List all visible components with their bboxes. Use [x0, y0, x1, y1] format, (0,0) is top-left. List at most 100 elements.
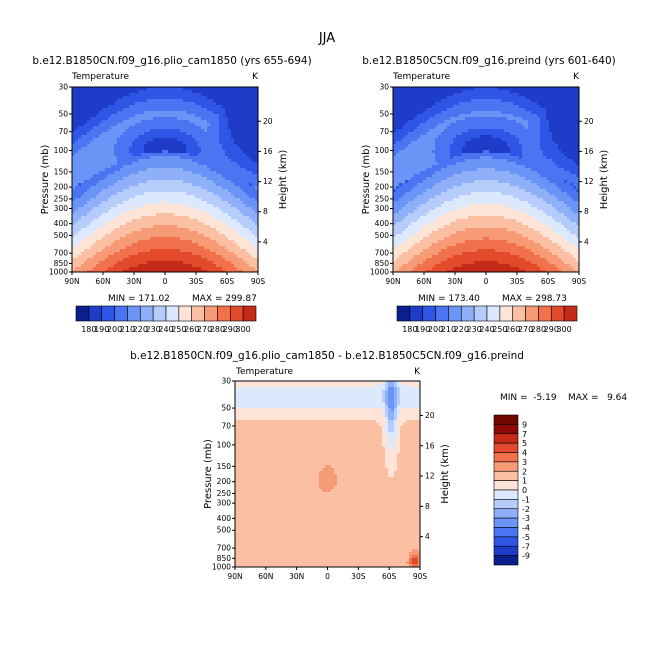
heatmap-cell [159, 159, 163, 163]
heatmap-cell [99, 156, 103, 160]
heatmap-cell [87, 150, 91, 154]
heatmap-cell [255, 156, 259, 160]
heatmap-cell [546, 96, 550, 100]
heatmap-cell [156, 153, 160, 157]
heatmap-cell [459, 129, 463, 133]
heatmap-cell [186, 114, 190, 118]
heatmap-cell [99, 141, 103, 145]
heatmap-cell [162, 96, 166, 100]
heatmap-cell [555, 129, 559, 133]
heatmap-cell [90, 147, 94, 151]
heatmap-cell [132, 177, 136, 181]
heatmap-cell [108, 135, 112, 139]
heatmap-cell [549, 96, 553, 100]
heatmap-cell [201, 207, 205, 211]
heatmap-cell [102, 165, 106, 169]
heatmap-cell [207, 174, 211, 178]
heatmap-cell [426, 87, 430, 91]
heatmap-cell [240, 144, 244, 148]
heatmap-cell [474, 111, 478, 115]
heatmap-cell [153, 198, 157, 202]
heatmap-cell [222, 270, 226, 273]
heatmap-cell [90, 105, 94, 109]
heatmap-cell [93, 216, 97, 220]
heatmap-cell [231, 120, 235, 124]
heatmap-cell [207, 189, 211, 193]
heatmap-cell [393, 126, 397, 130]
heatmap-cell [123, 105, 127, 109]
heatmap-cell [72, 102, 76, 106]
heatmap-cell [183, 120, 187, 124]
heatmap-cell [78, 213, 82, 217]
panel-2-variable: Temperature [392, 72, 450, 82]
heatmap-cell [498, 120, 502, 124]
heatmap-cell [204, 135, 208, 139]
heatmap-cell [417, 99, 421, 103]
heatmap-cell [210, 105, 214, 109]
heatmap-cell [87, 237, 91, 241]
heatmap-cell [201, 180, 205, 184]
heatmap-cell [249, 219, 253, 223]
heatmap-cell [435, 123, 439, 127]
heatmap-cell [222, 93, 226, 97]
heatmap-cell [231, 252, 235, 256]
heatmap-cell [228, 138, 232, 142]
heatmap-cell [234, 249, 238, 253]
heatmap-cell [108, 222, 112, 226]
heatmap-cell [90, 255, 94, 259]
heatmap-cell [186, 129, 190, 133]
heatmap-cell [102, 216, 106, 220]
heatmap-cell [540, 111, 544, 115]
heatmap-cell [159, 222, 163, 226]
heatmap-cell [102, 255, 106, 259]
heatmap-cell [165, 216, 169, 220]
heatmap-cell [102, 96, 106, 100]
heatmap-cell [108, 213, 112, 217]
heatmap-cell [396, 132, 400, 136]
heatmap-cell [189, 231, 193, 235]
heatmap-cell [213, 258, 217, 262]
heatmap-cell [480, 132, 484, 136]
heatmap-cell [84, 210, 88, 214]
heatmap-cell [180, 147, 184, 151]
heatmap-cell [237, 249, 241, 253]
heatmap-cell [171, 240, 175, 244]
heatmap-cell [105, 201, 109, 205]
heatmap-cell [567, 117, 571, 121]
heatmap-cell [198, 99, 202, 103]
heatmap-cell [231, 111, 235, 115]
heatmap-cell [438, 126, 442, 130]
heatmap-cell [186, 147, 190, 151]
heatmap-cell [75, 189, 79, 193]
heatmap-cell [222, 111, 226, 115]
heatmap-cell [192, 96, 196, 100]
heatmap-cell [231, 213, 235, 217]
heatmap-cell [99, 174, 103, 178]
heatmap-cell [171, 117, 175, 121]
heatmap-cell [198, 189, 202, 193]
heatmap-cell [543, 135, 547, 139]
heatmap-cell [96, 144, 100, 148]
heatmap-cell [198, 222, 202, 226]
heatmap-cell [204, 195, 208, 199]
heatmap-cell [126, 141, 130, 145]
heatmap-cell [72, 120, 76, 124]
heatmap-cell [210, 135, 214, 139]
heatmap-cell [141, 249, 145, 253]
heatmap-cell [81, 147, 85, 151]
heatmap-cell [435, 108, 439, 112]
heatmap-cell [234, 168, 238, 172]
heatmap-cell [171, 210, 175, 214]
heatmap-cell [147, 225, 151, 229]
heatmap-cell [210, 201, 214, 205]
heatmap-cell [102, 195, 106, 199]
heatmap-cell [93, 177, 97, 181]
heatmap-cell [174, 108, 178, 112]
heatmap-cell [147, 267, 151, 271]
heatmap-cell [213, 216, 217, 220]
heatmap-cell [483, 132, 487, 136]
heatmap-cell [399, 93, 403, 97]
heatmap-cell [84, 225, 88, 229]
heatmap-cell [183, 234, 187, 238]
heatmap-cell [216, 99, 220, 103]
